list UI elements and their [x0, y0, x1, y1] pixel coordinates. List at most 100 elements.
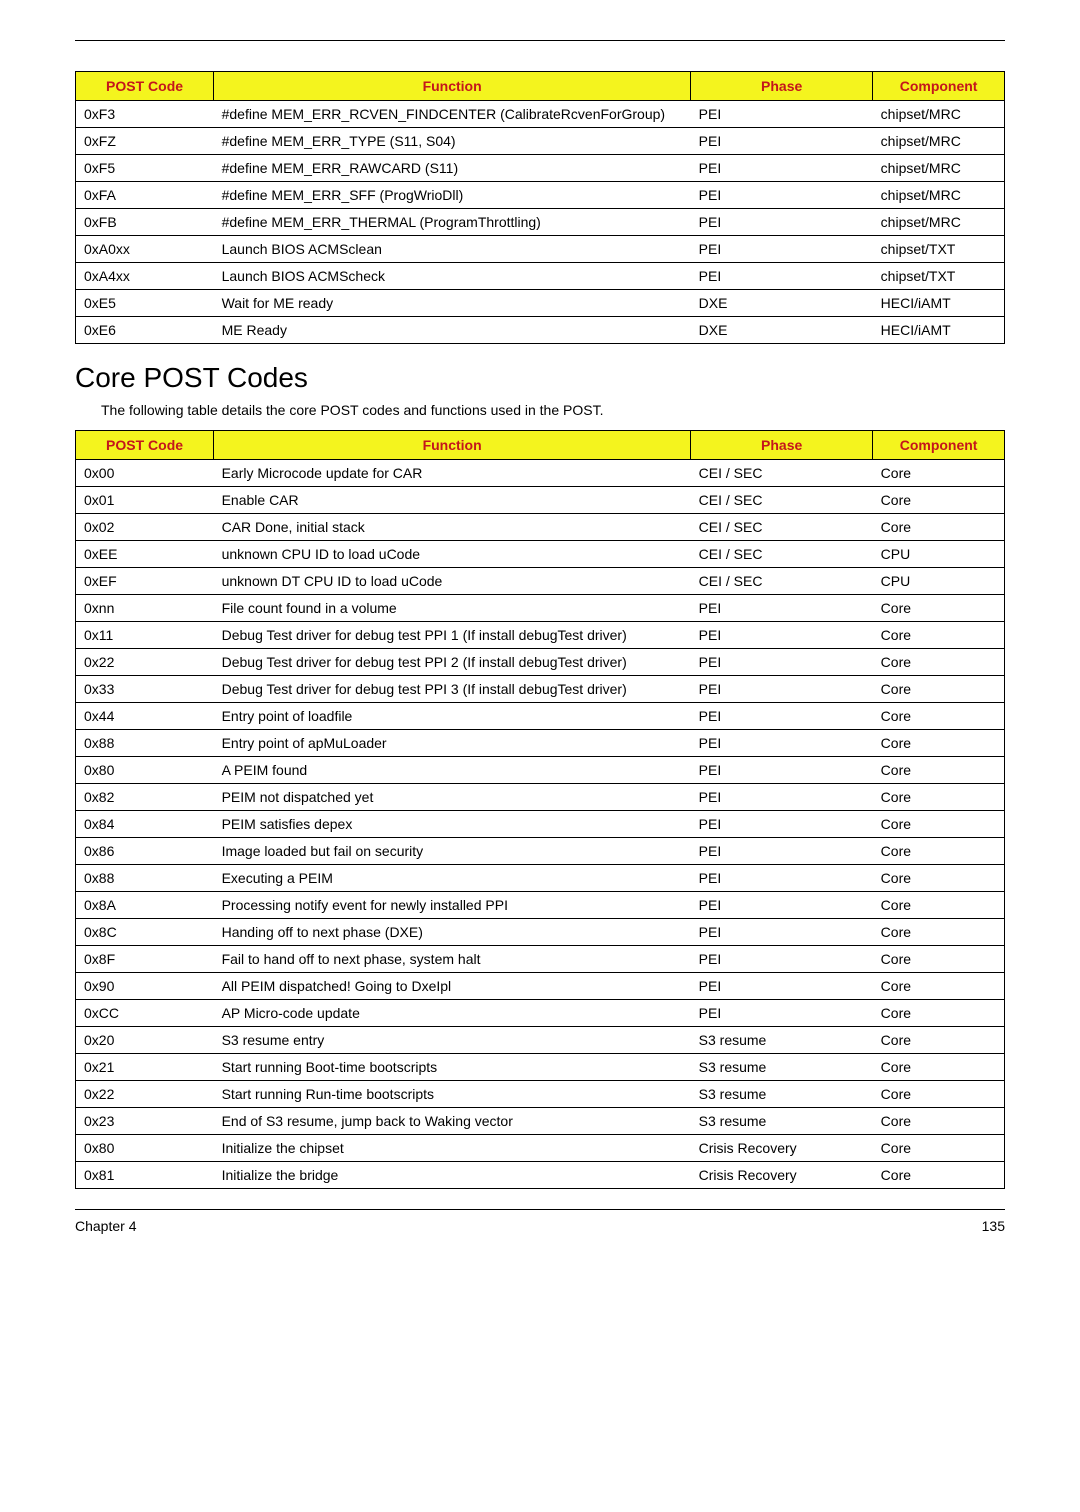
- cell-code: 0x81: [76, 1162, 214, 1189]
- cell-phase: CEI / SEC: [691, 460, 873, 487]
- cell-comp: Core: [873, 649, 1005, 676]
- cell-func: #define MEM_ERR_RCVEN_FINDCENTER (Calibr…: [214, 101, 691, 128]
- cell-func: All PEIM dispatched! Going to DxeIpl: [214, 973, 691, 1000]
- post-code-table-2: POST Code Function Phase Component 0x00E…: [75, 430, 1005, 1189]
- cell-code: 0x88: [76, 865, 214, 892]
- table-row: 0x00Early Microcode update for CARCEI / …: [76, 460, 1005, 487]
- cell-code: 0x90: [76, 973, 214, 1000]
- cell-func: CAR Done, initial stack: [214, 514, 691, 541]
- cell-phase: CEI / SEC: [691, 541, 873, 568]
- cell-comp: chipset/MRC: [873, 182, 1005, 209]
- post-code-table-1: POST Code Function Phase Component 0xF3#…: [75, 71, 1005, 344]
- cell-func: #define MEM_ERR_TYPE (S11, S04): [214, 128, 691, 155]
- table-row: 0x02CAR Done, initial stackCEI / SECCore: [76, 514, 1005, 541]
- cell-comp: Core: [873, 946, 1005, 973]
- cell-comp: Core: [873, 1027, 1005, 1054]
- cell-func: unknown DT CPU ID to load uCode: [214, 568, 691, 595]
- cell-phase: PEI: [691, 784, 873, 811]
- cell-func: unknown CPU ID to load uCode: [214, 541, 691, 568]
- t2-header-comp: Component: [873, 431, 1005, 460]
- cell-phase: CEI / SEC: [691, 568, 873, 595]
- cell-code: 0xEE: [76, 541, 214, 568]
- table-row: 0x90All PEIM dispatched! Going to DxeIpl…: [76, 973, 1005, 1000]
- cell-code: 0x80: [76, 1135, 214, 1162]
- section-title: Core POST Codes: [75, 362, 1005, 394]
- cell-code: 0xE5: [76, 290, 214, 317]
- cell-comp: Core: [873, 1081, 1005, 1108]
- cell-code: 0x82: [76, 784, 214, 811]
- cell-func: Debug Test driver for debug test PPI 3 (…: [214, 676, 691, 703]
- cell-comp: Core: [873, 622, 1005, 649]
- table-row: 0xF3#define MEM_ERR_RCVEN_FINDCENTER (Ca…: [76, 101, 1005, 128]
- cell-phase: PEI: [691, 676, 873, 703]
- cell-phase: PEI: [691, 155, 873, 182]
- cell-comp: Core: [873, 460, 1005, 487]
- cell-func: AP Micro-code update: [214, 1000, 691, 1027]
- cell-func: End of S3 resume, jump back to Waking ve…: [214, 1108, 691, 1135]
- table-row: 0x88Entry point of apMuLoaderPEICore: [76, 730, 1005, 757]
- cell-func: Processing notify event for newly instal…: [214, 892, 691, 919]
- t1-header-func: Function: [214, 72, 691, 101]
- cell-comp: chipset/MRC: [873, 209, 1005, 236]
- cell-func: Launch BIOS ACMSclean: [214, 236, 691, 263]
- table-row: 0x23End of S3 resume, jump back to Wakin…: [76, 1108, 1005, 1135]
- cell-comp: chipset/MRC: [873, 128, 1005, 155]
- footer-right: 135: [982, 1218, 1005, 1234]
- cell-phase: DXE: [691, 290, 873, 317]
- cell-phase: PEI: [691, 919, 873, 946]
- cell-phase: PEI: [691, 730, 873, 757]
- cell-comp: Core: [873, 1108, 1005, 1135]
- cell-comp: Core: [873, 595, 1005, 622]
- table-row: 0xCCAP Micro-code updatePEICore: [76, 1000, 1005, 1027]
- cell-code: 0x88: [76, 730, 214, 757]
- table-row: 0x11Debug Test driver for debug test PPI…: [76, 622, 1005, 649]
- cell-code: 0x8A: [76, 892, 214, 919]
- cell-phase: PEI: [691, 1000, 873, 1027]
- cell-comp: chipset/MRC: [873, 101, 1005, 128]
- cell-func: #define MEM_ERR_RAWCARD (S11): [214, 155, 691, 182]
- cell-code: 0x00: [76, 460, 214, 487]
- cell-phase: PEI: [691, 811, 873, 838]
- cell-comp: Core: [873, 973, 1005, 1000]
- cell-comp: Core: [873, 1162, 1005, 1189]
- cell-func: PEIM satisfies depex: [214, 811, 691, 838]
- cell-code: 0x8F: [76, 946, 214, 973]
- cell-phase: S3 resume: [691, 1054, 873, 1081]
- table-row: 0x22Debug Test driver for debug test PPI…: [76, 649, 1005, 676]
- cell-comp: Core: [873, 487, 1005, 514]
- cell-phase: PEI: [691, 209, 873, 236]
- cell-code: 0xA0xx: [76, 236, 214, 263]
- cell-phase: PEI: [691, 892, 873, 919]
- table-row: 0x84PEIM satisfies depexPEICore: [76, 811, 1005, 838]
- cell-func: Start running Boot-time bootscripts: [214, 1054, 691, 1081]
- cell-phase: PEI: [691, 236, 873, 263]
- cell-func: A PEIM found: [214, 757, 691, 784]
- cell-comp: Core: [873, 811, 1005, 838]
- t2-header-code: POST Code: [76, 431, 214, 460]
- table-row: 0xFZ#define MEM_ERR_TYPE (S11, S04)PEIch…: [76, 128, 1005, 155]
- table-row: 0x8AProcessing notify event for newly in…: [76, 892, 1005, 919]
- cell-phase: CEI / SEC: [691, 487, 873, 514]
- cell-func: ME Ready: [214, 317, 691, 344]
- cell-phase: PEI: [691, 703, 873, 730]
- cell-func: Handing off to next phase (DXE): [214, 919, 691, 946]
- t1-header-code: POST Code: [76, 72, 214, 101]
- table-row: 0xEEunknown CPU ID to load uCodeCEI / SE…: [76, 541, 1005, 568]
- cell-func: Image loaded but fail on security: [214, 838, 691, 865]
- cell-code: 0x01: [76, 487, 214, 514]
- cell-comp: HECI/iAMT: [873, 290, 1005, 317]
- cell-code: 0xA4xx: [76, 263, 214, 290]
- cell-code: 0x22: [76, 649, 214, 676]
- table-row: 0x86Image loaded but fail on securityPEI…: [76, 838, 1005, 865]
- cell-phase: PEI: [691, 946, 873, 973]
- cell-code: 0x22: [76, 1081, 214, 1108]
- cell-phase: S3 resume: [691, 1027, 873, 1054]
- cell-phase: Crisis Recovery: [691, 1135, 873, 1162]
- bottom-rule: [75, 1209, 1005, 1210]
- cell-code: 0xnn: [76, 595, 214, 622]
- cell-comp: Core: [873, 1135, 1005, 1162]
- page-footer: Chapter 4 135: [75, 1218, 1005, 1234]
- cell-func: Early Microcode update for CAR: [214, 460, 691, 487]
- table-row: 0x8CHanding off to next phase (DXE)PEICo…: [76, 919, 1005, 946]
- cell-code: 0xE6: [76, 317, 214, 344]
